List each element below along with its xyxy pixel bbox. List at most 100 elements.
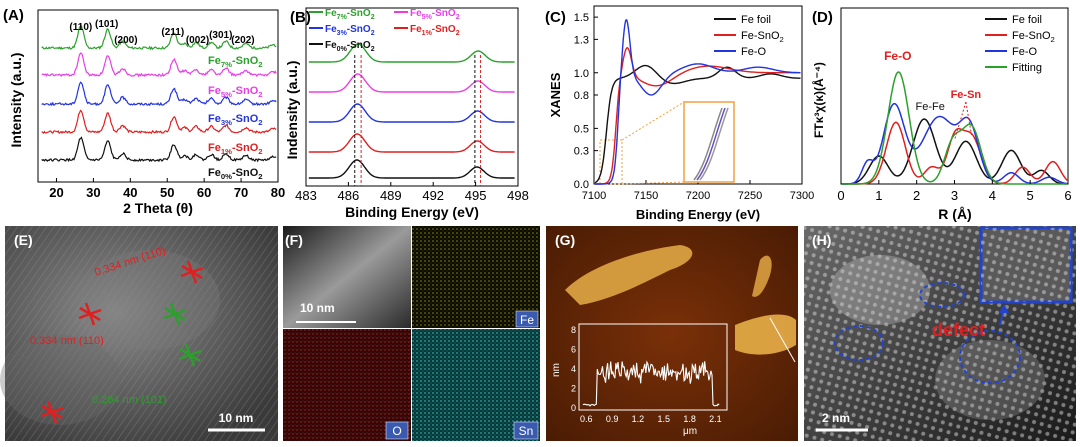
xps-legend-label: Fe7%-SnO2 <box>325 8 375 21</box>
panel-b: (B) Fe7%-SnO2 Fe5%-SnO2 Fe3%-SnO2 Fe1%-SnO2… <box>284 7 529 220</box>
xrd-x-label: 2 Theta (θ) <box>123 200 193 216</box>
exafs-tick-label: 5 <box>1027 188 1034 203</box>
exafs-annotation: Fe-Fe <box>916 101 945 113</box>
xrd-tick-label: 80 <box>271 185 285 200</box>
xanes-y-tick-label: 1.3 <box>574 34 589 46</box>
afm-x-tick-label: 2.1 <box>709 414 722 424</box>
xanes-inset-curve <box>699 107 729 181</box>
eds-sn-tag: Sn <box>513 421 539 440</box>
xanes-curve-2 <box>595 47 801 185</box>
xrd-tick-label: 60 <box>197 185 211 200</box>
xrd-tick-label: 30 <box>86 185 100 200</box>
xrd-series-label: Fe3%-SnO2 <box>208 113 263 127</box>
exafs-annotation: Fe-O <box>884 49 911 63</box>
eds-haadf <box>283 226 411 328</box>
xps-curve-1 <box>308 43 515 63</box>
xanes-inset-curve <box>696 107 726 181</box>
tem-label-2: 0.334 nm (110) <box>30 335 104 347</box>
afm-y-tick-label: 0 <box>571 403 576 413</box>
panel-label-b: (B) <box>290 9 311 26</box>
tem-lattice-marks <box>40 260 204 424</box>
xrd-curve-5 <box>41 136 277 163</box>
xps-curve-4 <box>308 133 515 153</box>
exafs-legend-label: Fe foil <box>1012 14 1042 26</box>
panel-label-d: (D) <box>812 9 833 26</box>
xrd-peak-label: (200) <box>114 35 137 46</box>
exafs-annotation: Fe-Sn <box>951 89 982 101</box>
afm-y-tick-label: 6 <box>571 345 576 355</box>
defect-ellipse-2 <box>834 325 884 361</box>
exafs-annotations: Fe-O Fe-Fe Fe-Sn <box>884 49 982 141</box>
haadf-scale-label: 2 nm <box>822 411 850 425</box>
afm-y-label: nm <box>551 363 562 377</box>
defect-ellipse-1 <box>919 282 965 308</box>
xanes-zoom-region <box>599 139 623 185</box>
xrd-y-label: Intensity (a.u.) <box>8 53 24 148</box>
afm-line-scan <box>769 317 796 363</box>
xanes-y-ticks: 0.0 0.3 0.5 0.8 1.0 1.3 1.5 <box>574 12 598 191</box>
panel-c: (C) 0.0 0.3 0.5 0.8 1.0 1.3 1.5 7100 7150 7200 72… <box>545 5 814 222</box>
xrd-curve-2 <box>41 52 277 78</box>
panel-h: (H) defect 2 nm <box>804 226 1076 441</box>
panel-label-c: (C) <box>545 9 566 26</box>
panel-label-h: (H) <box>812 232 831 248</box>
xanes-x-tick-label: 7250 <box>738 190 762 202</box>
xanes-y-label: XANES <box>548 72 563 117</box>
panel-b-frame <box>305 7 519 187</box>
exafs-curve-1 <box>841 118 1068 185</box>
xanes-y-tick-label: 0.8 <box>574 90 589 102</box>
xps-legend: Fe7%-SnO2 Fe5%-SnO2 Fe3%-SnO2 Fe1%-SnO2 Fe0%… <box>309 8 460 53</box>
xrd-peak-labels: (110) (101) (200) (211)(002) (301)(202) <box>69 19 254 46</box>
xanes-y-tick-label: 0.5 <box>574 123 589 135</box>
panel-a-frame <box>37 9 279 183</box>
xanes-curve-3 <box>595 19 801 185</box>
xanes-legend-label: Fe-SnO2 <box>741 30 784 44</box>
xrd-tick-label: 50 <box>160 185 174 200</box>
exafs-tick-label: 4 <box>989 188 996 203</box>
xanes-legend: Fe foil Fe-SnO2 Fe-O <box>714 14 784 58</box>
xanes-x-label: Binding Energy (eV) <box>636 207 760 222</box>
exafs-x-label: R (Å) <box>938 206 971 222</box>
xrd-series-label: Fe7%-SnO2 <box>208 55 263 69</box>
exafs-arrow <box>954 101 967 141</box>
afm-x-tick-label: 0.6 <box>580 414 593 424</box>
xps-legend-label: Fe5%-SnO2 <box>410 8 460 21</box>
eds-scale-label: 10 nm <box>300 301 335 315</box>
xrd-curve-1 <box>41 25 277 51</box>
xanes-x-tick-label: 7300 <box>790 190 814 202</box>
panel-label-a: (A) <box>3 7 24 24</box>
exafs-tick-label: 1 <box>875 188 882 203</box>
tem-label-3: 0.264 nm (101) <box>92 394 167 406</box>
afm-flake-2 <box>752 255 772 297</box>
exafs-legend-label: Fe-O <box>1012 46 1038 58</box>
exafs-legend-label: Fe-SnO2 <box>1012 30 1055 44</box>
eds-o-tag: O <box>385 421 409 440</box>
tem-lattice-mark <box>180 266 204 278</box>
xrd-curve-4 <box>41 109 277 135</box>
afm-x-unit: μm <box>683 426 697 437</box>
xanes-x-tick-label: 7200 <box>686 190 710 202</box>
afm-inset-frame <box>578 323 728 411</box>
afm-y-tick-label: 4 <box>571 364 576 374</box>
afm-x-tick-label: 1.8 <box>683 414 696 424</box>
exafs-legend: Fe foil Fe-SnO2 Fe-O Fitting <box>985 14 1055 74</box>
panel-e: (E) 0.334 nm (110) 0.334 nm (110) 0.264 … <box>0 226 278 441</box>
xanes-x-ticks: 7100 7150 7200 7250 7300 <box>582 180 814 202</box>
xrd-peak-label: (202) <box>231 35 254 46</box>
panel-f: (F) 10 nm Fe O Sn <box>283 226 540 441</box>
xanes-inset <box>599 101 735 185</box>
xrd-series-label: Fe1%-SnO2 <box>208 142 263 156</box>
exafs-tick-label: 6 <box>1064 188 1071 203</box>
afm-y-ticks: 0 2 4 6 8 <box>571 325 576 413</box>
xrd-x-ticks: 20 30 40 50 60 70 80 <box>49 178 285 200</box>
afm-x-tick-label: 1.2 <box>632 414 645 424</box>
xrd-series-label: Fe5%-SnO2 <box>208 85 263 99</box>
defect-ellipse-3 <box>959 330 1021 384</box>
panel-a: (A) (110) (101)(200)(211)(002) (301)(202) … <box>3 7 285 216</box>
xps-tick-label: 486 <box>338 188 360 203</box>
exafs-tick-label: 2 <box>913 188 920 203</box>
xps-tick-label: 489 <box>380 188 402 203</box>
panel-label-e: (E) <box>14 232 33 248</box>
xanes-y-tick-label: 1.0 <box>574 68 589 80</box>
svg-text:Fe: Fe <box>520 313 534 327</box>
